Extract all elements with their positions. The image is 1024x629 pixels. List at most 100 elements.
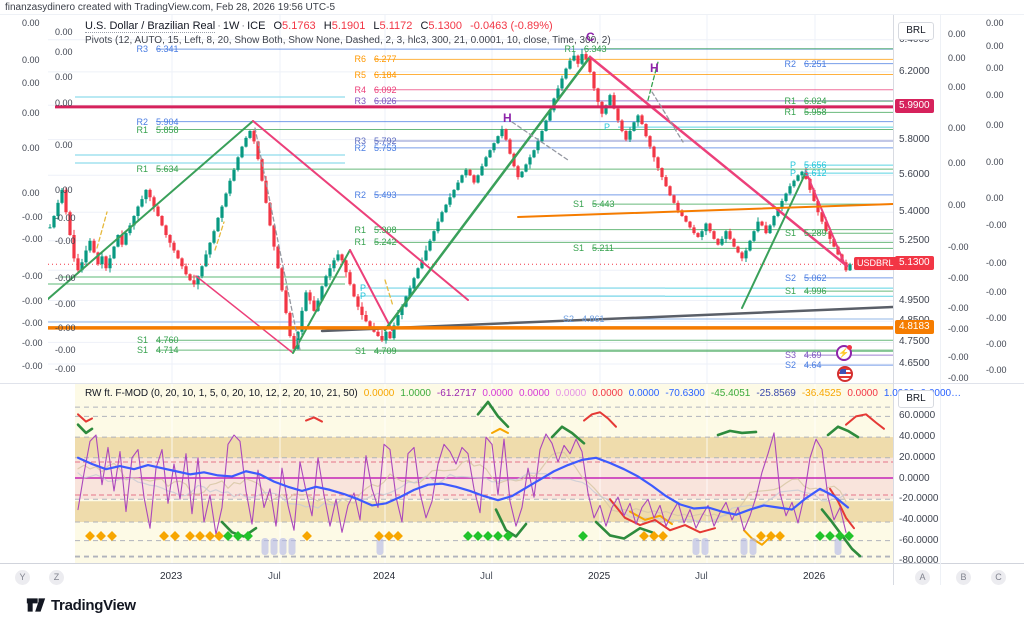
price-scale-currency-button[interactable]: BRL: [898, 22, 934, 40]
pivot-level-label: P 5.656: [778, 160, 827, 170]
pivot-value: 5.443: [592, 199, 615, 210]
pivot-level-label: S2 5.062: [778, 273, 827, 283]
symbol-interval[interactable]: 1W: [222, 20, 240, 32]
time-axis-label[interactable]: Jul: [480, 571, 493, 582]
pivot-value: 5.289: [804, 228, 827, 239]
pivot-level-label: S2 4.861: [556, 314, 605, 324]
zero-value-label: -0.00: [948, 273, 969, 283]
tradingview-logo[interactable]: TradingView: [26, 595, 136, 615]
pivot-code: R3: [354, 136, 366, 147]
axis-button-z[interactable]: Z: [49, 570, 64, 585]
axis-button-y[interactable]: Y: [15, 570, 30, 585]
zero-value-label: -0.00: [948, 373, 969, 383]
zero-value-label: 0.00: [986, 18, 1004, 28]
zero-value-label: -0.00: [22, 361, 43, 371]
pivot-value: 5.792: [374, 136, 397, 147]
price-scale-tick: 5.2500: [899, 234, 930, 246]
oscillator-pane[interactable]: [75, 384, 893, 563]
osc-legend-value: 1.0000: [400, 388, 431, 399]
pivots-indicator-legend[interactable]: Pivots (12, AUTO, 15, Left, 8, 20, Show …: [85, 35, 611, 46]
pivot-level-label: S2 4.64: [778, 360, 822, 370]
axis-button-a[interactable]: A: [915, 570, 930, 585]
pane-divider[interactable]: [0, 383, 1024, 384]
oscillator-values: 0.0000 1.0000 -61.2717 0.0000 0.0000 0.0000 0.…: [358, 388, 961, 399]
ohlc-close-key: C: [420, 20, 429, 32]
pivot-code: P: [603, 122, 610, 133]
time-axis-label[interactable]: 2026: [803, 571, 826, 582]
pivot-value: 6.092: [374, 84, 397, 95]
ohlc-low-key: L: [373, 20, 380, 32]
pivot-level-label: S1 5.211: [566, 243, 614, 253]
lightning-event-icon[interactable]: ⚡: [836, 345, 852, 361]
osc-scale-tick: -60.0000: [899, 534, 939, 546]
pivot-value: 6.184: [374, 69, 397, 80]
pivot-code: S3: [784, 350, 796, 361]
price-scale-tick: 6.2000: [899, 65, 930, 77]
price-pane[interactable]: [48, 15, 893, 383]
pivot-code: S1: [784, 228, 796, 239]
zero-value-label: 0.00: [22, 78, 40, 88]
pivot-value: 5.753: [374, 142, 397, 153]
price-scale-highlight: 5.9900: [895, 98, 934, 113]
osc-legend-value: -61.2717: [436, 388, 477, 399]
pivot-level-label: R2 5.493: [348, 189, 397, 200]
zero-value-label: -0.00: [55, 345, 76, 355]
zero-value-label: 0.00: [22, 188, 40, 198]
time-axis-label[interactable]: 2024: [373, 571, 396, 582]
axis-button-c[interactable]: C: [991, 570, 1006, 585]
pivot-code: S2: [784, 360, 796, 371]
pivot-value: 4.709: [374, 346, 397, 357]
pivot-value: 5.062: [804, 272, 827, 283]
osc-legend-value: 0.0000: [592, 388, 623, 399]
zero-value-label: 0.00: [948, 53, 966, 63]
watermark-text: finanzasydinero created with TradingView…: [5, 2, 335, 13]
pivot-code: R1: [354, 237, 366, 248]
time-axis-label[interactable]: 2025: [588, 571, 611, 582]
pivot-code: R2: [784, 58, 796, 69]
time-axis-label[interactable]: Jul: [695, 571, 708, 582]
time-axis-divider: [0, 563, 1024, 564]
wave-letter-annotation: H: [503, 111, 512, 125]
osc-legend-value: 0.0000: [519, 388, 550, 399]
osc-legend-value: -36.4525: [801, 388, 842, 399]
pivot-code: R5: [354, 69, 366, 80]
pivot-value: 4.714: [156, 345, 179, 356]
zero-value-label: -0.00: [948, 352, 969, 362]
pivot-value: 5.493: [374, 189, 397, 200]
zero-value-label: -0.00: [55, 364, 76, 374]
change-value: -0.0463 (-0.89%): [470, 20, 553, 32]
pivot-code: R4: [354, 84, 366, 95]
zero-value-label: 0.00: [948, 82, 966, 92]
pivot-level-label: R1 5.858: [130, 125, 178, 135]
osc-scale-currency-button[interactable]: BRL: [898, 390, 934, 408]
symbol-legend[interactable]: U.S. Dollar / Brazilian Real · 1W · ICE O5.1…: [85, 20, 553, 33]
zero-value-label: -0.00: [986, 313, 1007, 323]
zero-value-label: -0.00: [948, 242, 969, 252]
oscillator-title[interactable]: RW ft. F-MOD (0, 20, 10, 1, 5, 0, 20, 10…: [85, 388, 358, 399]
symbol-price-tag: USDBRL: [854, 257, 897, 271]
pivot-level-label: R1 5.242: [348, 237, 396, 248]
zero-value-label: 0.00: [22, 55, 40, 65]
time-axis-label[interactable]: Jul: [268, 571, 281, 582]
osc-scale-tick: 40.0000: [899, 431, 936, 443]
zero-value-label: 0.00: [55, 72, 73, 82]
symbol-exchange: ICE: [247, 20, 266, 32]
osc-scale-tick: 20.0000: [899, 451, 936, 463]
zero-value-label: 0.00: [986, 193, 1004, 203]
symbol-title[interactable]: U.S. Dollar / Brazilian Real: [85, 20, 216, 33]
zero-value-label: 0.00: [55, 140, 73, 150]
pivot-code: P: [359, 283, 366, 294]
oscillator-legend[interactable]: RW ft. F-MOD (0, 20, 10, 1, 5, 0, 20, 10…: [85, 388, 961, 399]
price-scale-divider[interactable]: [893, 15, 894, 585]
pivot-value: 6.024: [804, 96, 827, 107]
ohlc-high-value: 5.1901: [331, 20, 366, 32]
pivot-level-label: R3 6.026: [348, 96, 396, 106]
axis-button-b[interactable]: B: [956, 570, 971, 585]
zero-value-label: -0.00: [986, 365, 1007, 375]
flags-event-icon[interactable]: [837, 366, 853, 382]
zero-value-label: -0.00: [986, 287, 1007, 297]
time-axis-label[interactable]: 2023: [160, 571, 183, 582]
pivot-level-label: R1 5.634: [130, 164, 178, 174]
osc-legend-value: 0.0000: [482, 388, 513, 399]
